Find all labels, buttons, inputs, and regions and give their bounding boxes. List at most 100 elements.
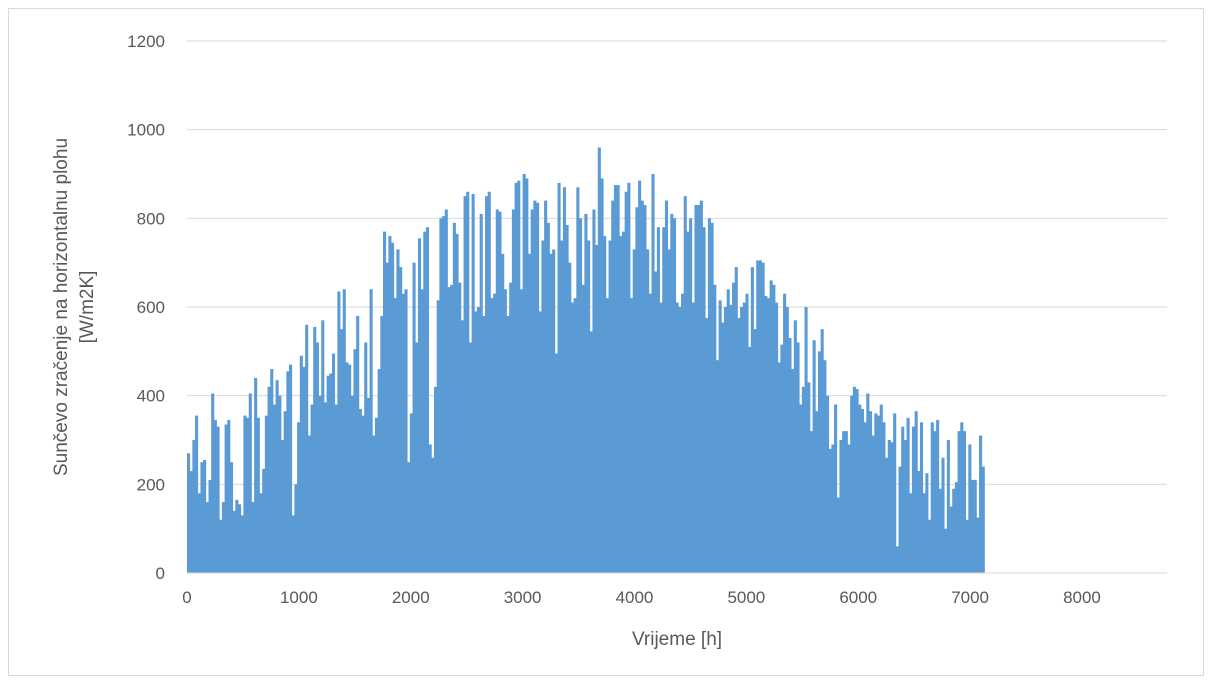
data-bar (519, 289, 524, 573)
data-bar (656, 227, 660, 573)
data-bar (949, 506, 953, 573)
y-tick-label: 200 (137, 475, 165, 494)
data-bar (944, 528, 948, 573)
data-bar (971, 479, 975, 573)
data-bar (672, 218, 677, 574)
data-bar (229, 462, 234, 573)
data-bar (511, 209, 515, 573)
x-tick-labels: 0 1000 2000 3000 4000 5000 6000 7000 8000 (182, 588, 1101, 607)
data-bar (447, 287, 451, 573)
data-bar (364, 342, 368, 573)
data-bar (533, 200, 537, 573)
data-bar (654, 271, 658, 573)
data-bar (466, 191, 470, 573)
data-bar (750, 267, 754, 573)
data-bar (213, 420, 217, 573)
data-bar (417, 238, 421, 574)
data-bar (581, 284, 585, 573)
data-bar (307, 435, 311, 573)
data-bar (560, 240, 564, 573)
data-bar (817, 351, 822, 573)
data-bar (981, 466, 985, 573)
y-tick-label: 1000 (127, 121, 165, 140)
data-bar (517, 180, 521, 573)
data-bar (353, 349, 357, 573)
data-bar (646, 249, 650, 573)
data-bar (423, 231, 427, 573)
data-bar (885, 457, 889, 573)
data-bar (697, 205, 701, 574)
data-bar (780, 344, 784, 573)
x-axis-title: Vrijeme [h] (632, 629, 722, 650)
data-bar (686, 231, 690, 573)
data-bar (911, 426, 916, 573)
data-bar (707, 218, 711, 574)
data-bar (482, 315, 486, 573)
data-bar (852, 386, 856, 573)
data-bar (203, 459, 207, 573)
data-bar (530, 209, 534, 573)
data-bar (683, 196, 687, 573)
data-bar (415, 342, 419, 573)
data-bar (793, 320, 797, 573)
data-bar (310, 404, 314, 573)
data-bar (965, 519, 969, 573)
data-bar (702, 227, 706, 573)
data-bar (938, 488, 942, 573)
data-bar (554, 353, 558, 573)
data-bar (710, 222, 714, 573)
data-bar (775, 302, 779, 573)
y-tick-label: 0 (156, 564, 165, 583)
data-bar (289, 364, 293, 573)
data-bar (243, 415, 247, 573)
data-bar (455, 233, 459, 573)
data-bar (887, 440, 891, 573)
data-bar (957, 431, 961, 573)
data-bar (264, 415, 268, 573)
data-bar (305, 324, 309, 573)
data-bar (587, 240, 591, 573)
data-bar (839, 440, 843, 573)
y-axis-title-line2: [W/m2K] (77, 271, 98, 344)
data-bar (600, 178, 604, 573)
data-bar (256, 417, 260, 573)
y-tick-label: 800 (137, 209, 165, 228)
data-bar (358, 408, 362, 573)
data-bar (221, 502, 225, 573)
data-bar (745, 293, 749, 573)
data-bar (450, 284, 454, 573)
data-bar (329, 373, 333, 573)
data-bar (280, 440, 285, 573)
data-bar (431, 457, 435, 573)
data-bar (922, 493, 926, 573)
data-bar (659, 302, 663, 573)
data-bar (826, 395, 830, 573)
data-bar (286, 371, 290, 573)
data-bar (479, 213, 483, 573)
data-bar (565, 224, 569, 573)
data-bar (283, 411, 287, 573)
data-bar (847, 444, 851, 573)
data-bar (318, 395, 322, 573)
data-bar (216, 426, 220, 573)
data-bar (272, 404, 277, 573)
data-bar (485, 196, 489, 573)
data-bar (855, 389, 859, 573)
data-bar (570, 302, 575, 573)
data-bar (254, 377, 258, 573)
data-bar (503, 289, 507, 573)
data-bar (393, 298, 397, 573)
data-bar (605, 298, 609, 573)
data-bar (246, 417, 250, 573)
data-bar (313, 326, 317, 573)
data-bar (933, 431, 937, 573)
data-bar (799, 404, 803, 573)
x-tick-label: 6000 (839, 588, 877, 607)
data-bar (973, 479, 977, 573)
x-tick-label: 8000 (1063, 588, 1101, 607)
data-bar (611, 200, 615, 573)
data-bar (425, 227, 430, 573)
data-bar (678, 307, 682, 573)
data-bar (187, 453, 191, 573)
data-bar (270, 369, 274, 573)
